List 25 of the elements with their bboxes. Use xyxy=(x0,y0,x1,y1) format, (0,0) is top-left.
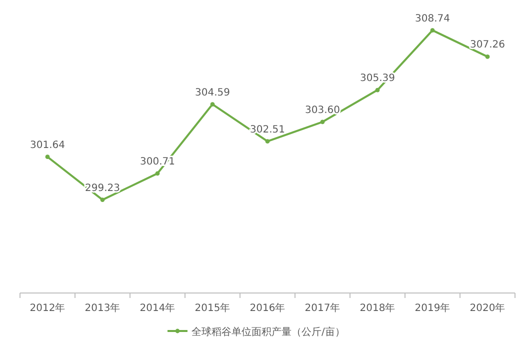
point xyxy=(430,28,435,33)
data-label: 302.51 xyxy=(250,124,285,136)
point xyxy=(100,198,105,202)
point xyxy=(45,154,50,160)
x-tick-label: 2017年 xyxy=(304,302,340,314)
x-tick-label: 2020年 xyxy=(470,302,506,314)
x-tick-label: 2012年 xyxy=(30,302,66,314)
legend-label: 全球稻谷单位面积产量（公斤/亩） xyxy=(192,326,345,338)
x-tick-label: 2018年 xyxy=(360,302,396,314)
data-label: 304.59 xyxy=(195,87,230,98)
point xyxy=(485,54,490,59)
point xyxy=(320,120,325,124)
x-tick-label: 2019年 xyxy=(414,302,450,314)
point xyxy=(155,171,160,176)
x-tick-label: 2014年 xyxy=(140,302,176,314)
x-tick-label: 2013年 xyxy=(84,302,120,314)
x-tick-label: 2015年 xyxy=(194,302,230,314)
data-label: 307.26 xyxy=(470,40,505,51)
x-tick-label: 2016年 xyxy=(250,302,286,314)
data-label: 301.64 xyxy=(30,140,65,151)
point xyxy=(210,102,215,106)
data-label: 308.74 xyxy=(415,13,450,24)
point xyxy=(375,88,380,92)
point xyxy=(265,139,270,144)
data-label: 303.60 xyxy=(305,104,340,116)
